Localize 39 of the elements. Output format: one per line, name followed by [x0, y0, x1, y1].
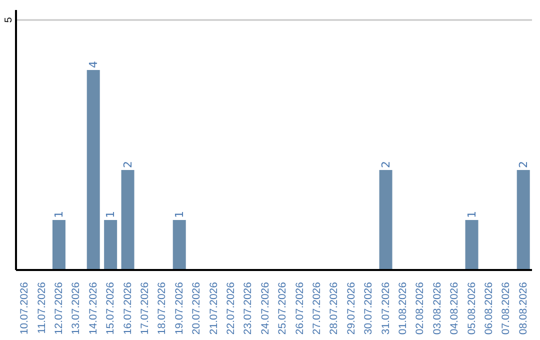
x-tick-label: 31.07.2026	[380, 282, 392, 335]
x-tick-label: 04.08.2026	[448, 282, 461, 335]
data-label: 2	[379, 161, 392, 168]
x-tick-label: 22.07.2026	[225, 282, 237, 335]
x-tick-label: 15.07.2026	[104, 282, 117, 335]
data-label: 1	[52, 211, 66, 218]
x-tick-label: 25.07.2026	[276, 282, 289, 335]
data-label: 2	[516, 161, 530, 168]
x-tick-label: 16.07.2026	[122, 282, 134, 335]
x-tick-label: 05.08.2026	[466, 282, 478, 335]
data-label: 1	[465, 211, 478, 218]
x-tick-label: 20.07.2026	[190, 282, 203, 335]
data-label: 2	[121, 161, 134, 168]
x-tick-label: 18.07.2026	[156, 282, 168, 335]
x-tick-label: 24.07.2026	[259, 282, 272, 335]
x-tick-label: 12.07.2026	[53, 282, 65, 335]
x-tick-label: 01.08.2026	[397, 282, 409, 335]
x-tick-label: 02.08.2026	[414, 282, 426, 335]
x-tick-label: 23.07.2026	[242, 282, 254, 335]
x-tick-label: 14.07.2026	[87, 282, 100, 335]
x-tick-label: 17.07.2026	[139, 282, 151, 335]
x-tick-label: 13.07.2026	[70, 282, 82, 335]
x-tick-label: 10.07.2026	[18, 282, 31, 335]
x-tick-label: 11.07.2026	[36, 282, 48, 334]
data-label: 1	[172, 211, 186, 218]
x-tick-label: 29.07.2026	[345, 282, 358, 335]
data-label: 1	[104, 211, 118, 218]
x-tick-label: 28.07.2026	[328, 282, 340, 335]
x-tick-label: 07.08.2026	[500, 282, 512, 335]
x-tick-label: 26.07.2026	[294, 282, 306, 335]
x-tick-label: 19.07.2026	[173, 282, 186, 335]
x-tick-label: 21.07.2026	[208, 282, 220, 335]
x-tick-label: 08.08.2026	[517, 282, 530, 335]
data-label: 4	[86, 61, 100, 68]
x-tick-label: 03.08.2026	[431, 282, 444, 335]
x-tick-label: 06.08.2026	[483, 282, 495, 335]
x-tick-label: 30.07.2026	[362, 282, 375, 335]
x-tick-label: 27.07.2026	[311, 282, 323, 335]
y-tick-label: 5	[4, 16, 14, 23]
